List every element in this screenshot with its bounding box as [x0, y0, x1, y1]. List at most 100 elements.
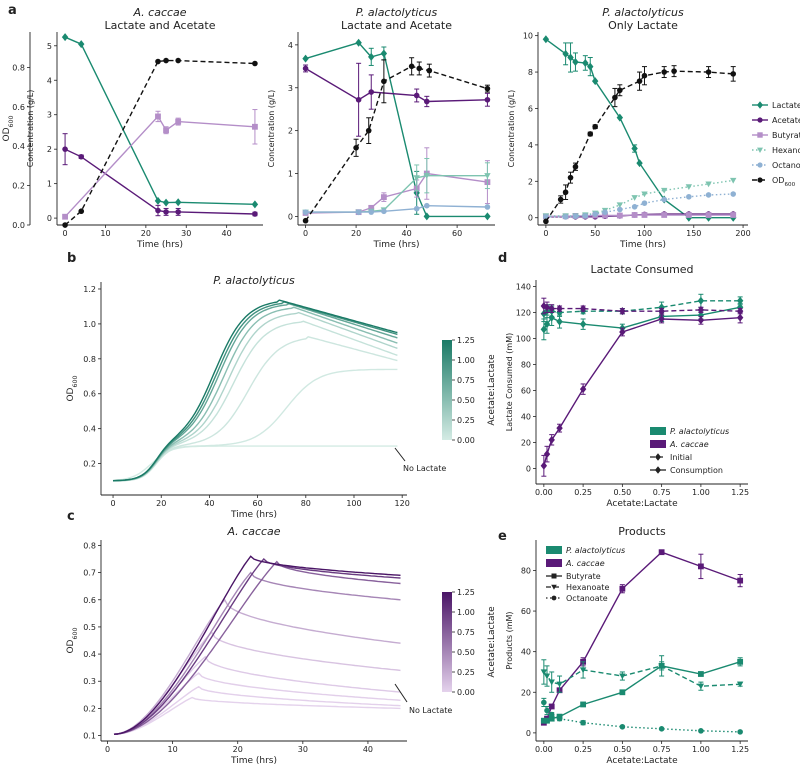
panel-a3-point-od600: [562, 189, 569, 196]
panel-e-y-axis-label: Products (mM): [505, 611, 514, 669]
panel-b-x-tick-label: 20: [156, 499, 166, 508]
panel-c-curve: [113, 571, 401, 735]
panel-e-legend-label: Octanoate: [566, 594, 608, 603]
panel-e-point-p-alactolyticus-hexanoate: [548, 679, 555, 686]
panel-a3-point-od600: [636, 78, 643, 84]
panel-a2-title-species: P. alactolyticus: [356, 6, 438, 19]
panel-e-legend-marker: [551, 595, 557, 601]
panel-a3-legend-marker: [757, 117, 763, 123]
panel-a2-point-butyrate: [368, 204, 375, 211]
panel-a2-point-hexanoate: [413, 175, 420, 182]
panel-a3-point-butyrate: [602, 212, 608, 219]
panel-a3-point-lactate: [616, 113, 624, 122]
panel-d-legend-swatch: [650, 440, 666, 448]
panel-a1-point-acetate: [62, 146, 68, 152]
panel-b-colorbar-tick-label: 0.25: [457, 416, 475, 425]
panel-a2-y-tick-label: 0: [288, 212, 293, 221]
panel-a2-point-acetate: [368, 89, 375, 95]
panel-d-x-tick-label: 1.00: [692, 488, 710, 497]
panel-b-y-tick-label: 1.2: [83, 285, 96, 294]
panel-a3-point-hexanoate: [660, 187, 668, 194]
panel-a3-point-octanoate: [631, 203, 638, 210]
panel-c-curve: [113, 696, 401, 735]
panel-c-curve: [113, 560, 401, 735]
panel-a3-legend-marker: [757, 132, 763, 138]
panel-a3-point-hexanoate: [616, 202, 624, 209]
panel-d-x-axis-label: Acetate:Lactate: [606, 499, 678, 509]
panel-e-y-tick-label: 40: [521, 648, 531, 657]
panel-a3-point-lactate: [567, 53, 574, 62]
panel-d-point-a-caccae-initial: [543, 303, 551, 312]
panel-a3-x-tick-label: 50: [590, 229, 600, 238]
panel-a2-point-od600: [353, 145, 359, 151]
panel-d-point-a-caccae-consumption: [543, 450, 551, 459]
panel-c-x-tick-label: 20: [233, 745, 243, 754]
panel-a3-point-lactate: [631, 144, 638, 153]
panel-a1-point-od600: [252, 60, 258, 67]
panel-a2-point-octanoate: [368, 209, 375, 215]
panel-e-line-p-alactolyticus-octanoate: [543, 702, 741, 733]
panel-a3-point-od600: [641, 72, 648, 79]
panel-a3-x-tick-label: 0: [543, 229, 548, 238]
panel-a2-point-od600: [381, 78, 387, 85]
panel-e-legend-label: Butyrate: [566, 572, 601, 581]
panel-a3-legend-label: OD600: [772, 176, 796, 188]
panel-c-curve: [113, 672, 401, 735]
panel-a1-point-od600: [78, 208, 85, 215]
panel-b-colorbar-tick-label: 1.00: [457, 356, 475, 365]
panel-a1-point-acetate: [78, 153, 85, 160]
panel-a3-point-octanoate: [592, 211, 598, 217]
panel-e-y-tick-label: 80: [521, 566, 531, 575]
panel-a3-point-lactate: [572, 58, 579, 67]
panel-c-y-axis-label: OD600: [66, 627, 79, 653]
panel-c-y-tick-label: 0.7: [83, 569, 96, 578]
panel-c-y-tick-label: 0.4: [83, 650, 96, 659]
panel-a3-legend-label: Octanoate: [772, 161, 800, 170]
panel-a1-line-od600: [64, 59, 255, 226]
panel-d-point-a-caccae-initial: [579, 304, 587, 313]
panel-c-colorbar-tick-label: 1.25: [457, 588, 475, 597]
panel-d-letter: d: [498, 251, 507, 266]
panel-a3-point-octanoate: [661, 196, 667, 203]
panel-a2-x-tick-label: 0: [303, 229, 308, 238]
panel-a1-y-tick-label: 4: [47, 76, 52, 85]
panel-c-y-tick-label: 0.8: [83, 541, 96, 550]
panel-e-x-axis-label: Acetate:Lactate: [606, 756, 678, 766]
panel-a2-x-tick-label: 40: [402, 229, 412, 238]
panel-e-point-a-caccae-butyrate: [697, 563, 704, 570]
panel-e-legend-swatch: [546, 546, 562, 554]
panel-a1-y-tick-label: 0: [47, 214, 52, 223]
panel-a1-x-tick-label: 40: [222, 229, 232, 238]
panel-a2-point-octanoate: [381, 208, 387, 215]
panel-a3-point-octanoate: [602, 209, 608, 216]
panel-a3-legend-label: Acetate: [772, 116, 800, 125]
panel-a2-point-lactate: [380, 49, 388, 58]
panel-a1-point-lactate: [174, 198, 182, 207]
panel-a1-point-lactate: [251, 200, 259, 209]
panel-e-point-p-alactolyticus-octanoate: [619, 723, 626, 730]
panel-c-curve: [113, 685, 401, 735]
panel-e-point-p-alactolyticus-hexanoate: [540, 669, 548, 676]
panel-a1-y-tick-label: 5: [47, 42, 52, 51]
panel-b-colorbar-tick-label: 0.00: [457, 436, 475, 445]
panel-d-x-tick-label: 0.00: [535, 488, 553, 497]
panel-a1-y-axis-label: Concentration (g/L): [26, 90, 35, 168]
panel-a3-point-od600: [730, 71, 737, 77]
panel-e-point-p-alactolyticus-hexanoate: [736, 681, 744, 688]
panel-a2-x-tick-label: 60: [452, 229, 462, 238]
panel-a3-point-butyrate: [616, 212, 623, 219]
panel-a1-point-butyrate: [163, 127, 169, 134]
panel-e-x-tick-label: 0.25: [574, 745, 592, 754]
panel-a3-x-axis-label: Time (hrs): [619, 240, 666, 250]
panel-e-point-p-alactolyticus-butyrate: [540, 717, 547, 724]
panel-a3-point-od600: [592, 123, 598, 130]
panel-e-point-p-alactolyticus-butyrate: [544, 717, 550, 724]
panel-a1-point-butyrate: [252, 123, 258, 130]
panel-b-curve: [112, 320, 398, 482]
panel-a3-point-lactate: [587, 62, 594, 71]
panel-d-y-tick-label: 140: [516, 282, 531, 291]
panel-a3-x-tick-label: 100: [637, 229, 652, 238]
panel-a3-point-hexanoate: [631, 195, 638, 201]
panel-a3-line-od600: [545, 70, 734, 222]
panel-d-point-a-caccae-consumption: [736, 313, 744, 322]
